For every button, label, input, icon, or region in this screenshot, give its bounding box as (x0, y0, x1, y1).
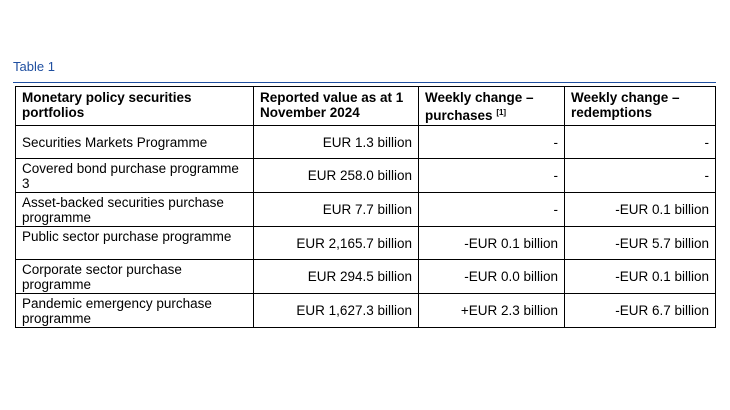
table-header-row: Monetary policy securities portfolios Re… (15, 86, 716, 126)
weekly-purchases: +EUR 2.3 billion (418, 293, 565, 328)
weekly-redemptions: - (564, 158, 716, 193)
weekly-redemptions: -EUR 0.1 billion (564, 192, 716, 227)
header-weekly-purchases: Weekly change – purchases [1] (418, 86, 565, 126)
header-weekly-purchases-text: Weekly change – purchases (425, 90, 534, 123)
header-reported-value: Reported value as at 1 November 2024 (253, 86, 419, 126)
weekly-redemptions: -EUR 0.1 billion (564, 259, 716, 294)
table-row: Asset-backed securities purchase program… (15, 192, 716, 227)
portfolio-name: Pandemic emergency purchase programme (15, 293, 254, 328)
table-row: Securities Markets Programme EUR 1.3 bil… (15, 125, 716, 159)
reported-value: EUR 1,627.3 billion (253, 293, 419, 328)
header-reported-value-text: Reported value as at 1 November 2024 (260, 90, 404, 120)
reported-value: EUR 2,165.7 billion (253, 226, 419, 260)
header-weekly-redemptions: Weekly change – redemptions (564, 86, 716, 126)
weekly-redemptions: -EUR 5.7 billion (564, 226, 716, 260)
reported-value: EUR 294.5 billion (253, 259, 419, 294)
reported-value: EUR 258.0 billion (253, 158, 419, 193)
weekly-redemptions: -EUR 6.7 billion (564, 293, 716, 328)
footnote-marker: [1] (496, 108, 507, 117)
reported-value: EUR 1.3 billion (253, 125, 419, 159)
weekly-purchases: -EUR 0.1 billion (418, 226, 565, 260)
table-caption: Table 1 (13, 59, 55, 74)
caption-divider (13, 82, 716, 83)
securities-portfolio-table: Monetary policy securities portfolios Re… (15, 86, 716, 328)
header-portfolios: Monetary policy securities portfolios (15, 86, 254, 126)
weekly-purchases: - (418, 192, 565, 227)
table-row: Corporate sector purchase programme EUR … (15, 259, 716, 294)
table-row: Pandemic emergency purchase programme EU… (15, 293, 716, 328)
weekly-redemptions: - (564, 125, 716, 159)
portfolio-name: Public sector purchase programme (15, 226, 254, 260)
reported-value: EUR 7.7 billion (253, 192, 419, 227)
table-row: Covered bond purchase programme 3 EUR 25… (15, 158, 716, 193)
weekly-purchases: -EUR 0.0 billion (418, 259, 565, 294)
header-weekly-redemptions-text: Weekly change – redemptions (571, 90, 680, 120)
portfolio-name: Securities Markets Programme (15, 125, 254, 159)
portfolio-name: Corporate sector purchase programme (15, 259, 254, 294)
table-row: Public sector purchase programme EUR 2,1… (15, 226, 716, 260)
portfolio-name: Covered bond purchase programme 3 (15, 158, 254, 193)
portfolio-name: Asset-backed securities purchase program… (15, 192, 254, 227)
weekly-purchases: - (418, 158, 565, 193)
weekly-purchases: - (418, 125, 565, 159)
header-portfolios-text: Monetary policy securities portfolios (22, 90, 192, 120)
